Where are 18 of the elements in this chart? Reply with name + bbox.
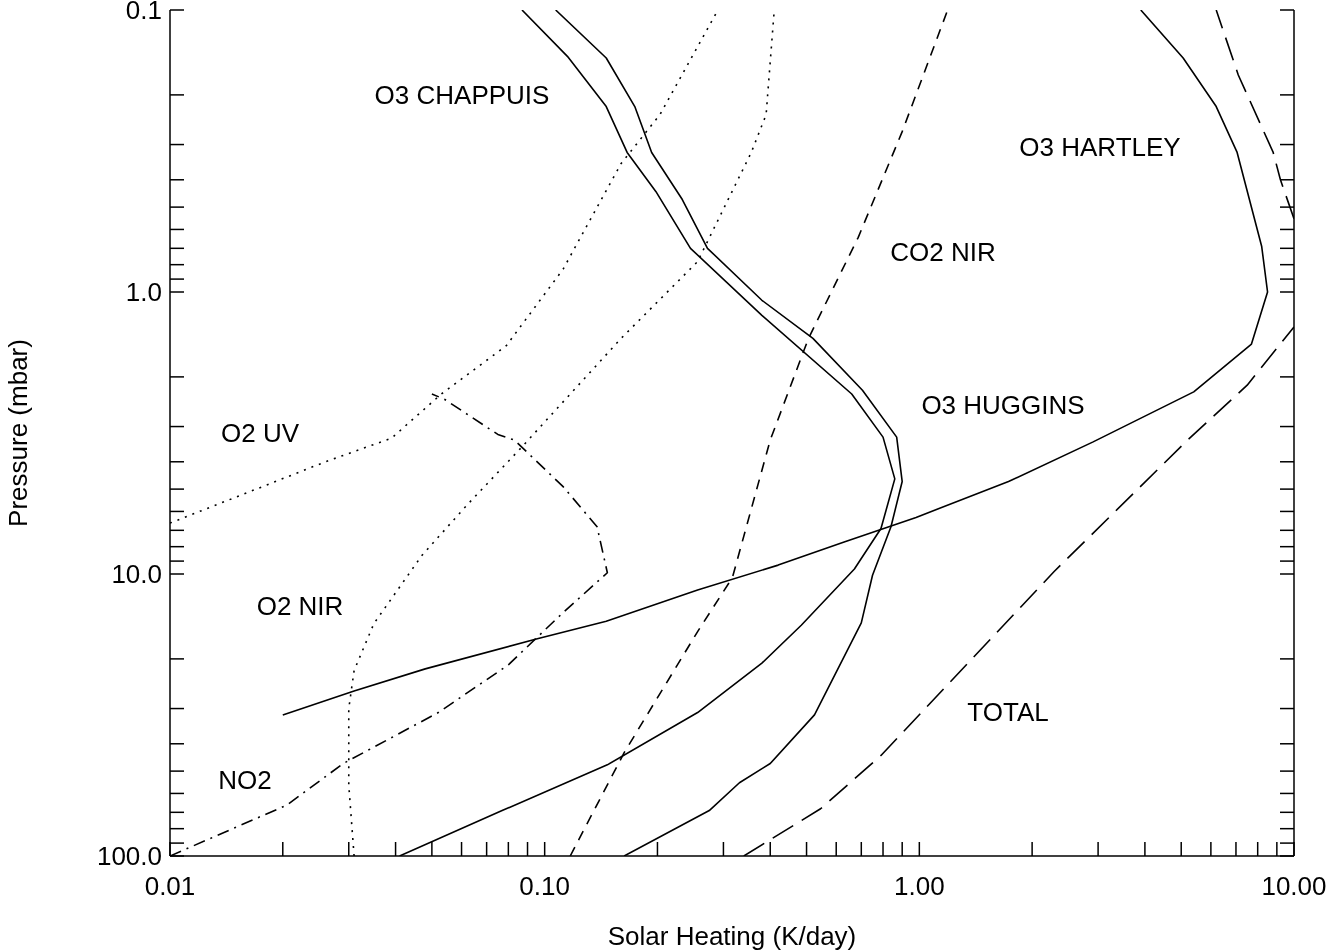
x-tick-label: 0.10 (519, 871, 570, 901)
series-label: O3 HUGGINS (921, 390, 1085, 420)
series-label: NO2 (218, 765, 272, 795)
y-tick-label: 10.0 (111, 559, 162, 589)
series-label: O3 HARTLEY (1019, 132, 1181, 162)
x-tick-label: 1.00 (894, 871, 945, 901)
x-tick-label: 10.00 (1261, 871, 1327, 901)
x-tick-label: 0.01 (144, 871, 196, 901)
y-tick-label: 1.0 (125, 277, 162, 307)
series-label: O2 UV (220, 418, 300, 448)
series-label: O2 NIR (256, 591, 344, 621)
y-tick-label: 100.0 (96, 841, 162, 871)
series-label: O3 CHAPPUIS (374, 80, 550, 110)
y-axis-title: Pressure (mbar) (3, 339, 34, 527)
x-axis-title: Solar Heating (K/day) (607, 921, 857, 951)
series-label: CO2 NIR (890, 237, 996, 267)
y-tick-label: 0.1 (125, 0, 162, 25)
series-label: TOTAL (967, 697, 1049, 727)
